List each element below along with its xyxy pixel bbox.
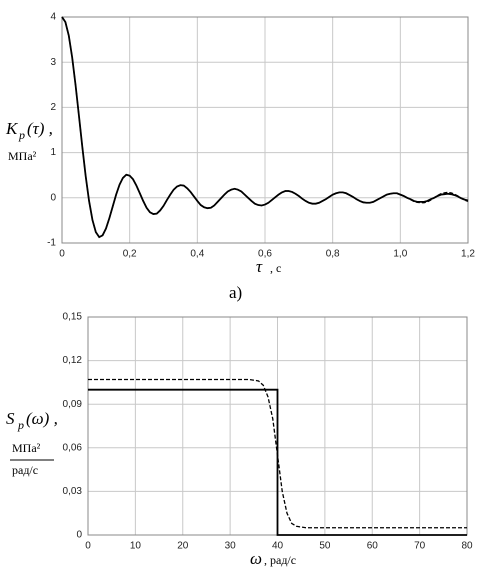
y-label-arg: (ω) , — [26, 409, 58, 428]
x-tick-label: 0 — [85, 541, 91, 552]
x-tick-label: 50 — [319, 541, 331, 552]
series-line — [88, 378, 467, 529]
x-tick-label: 20 — [177, 541, 189, 552]
y-label-sub: p — [18, 128, 25, 142]
x-tick-label: 1,0 — [393, 249, 407, 260]
y-tick-label: 0,15 — [63, 312, 83, 323]
y-tick-label: -1 — [47, 238, 56, 249]
y-tick-label: 0,06 — [63, 442, 83, 453]
x-tick-label: 1,2 — [461, 249, 475, 260]
x-unit: , с — [270, 261, 281, 275]
y-tick-label: 0 — [76, 530, 82, 541]
y-unit-den: рад/с — [12, 463, 38, 477]
x-unit: , рад/с — [264, 553, 296, 567]
series-line — [61, 16, 469, 238]
x-tick-label: 80 — [461, 541, 473, 552]
x-tick-label: 0,6 — [258, 249, 272, 260]
x-tick-label: 70 — [414, 541, 426, 552]
x-tick-label: 0,8 — [326, 249, 340, 260]
x-label: ω — [250, 549, 262, 568]
y-label: S — [6, 409, 15, 428]
x-tick-label: 10 — [130, 541, 142, 552]
caption: а) — [229, 283, 242, 302]
y-tick-label: 4 — [50, 12, 56, 23]
y-tick-label: 2 — [50, 102, 56, 113]
x-tick-label: 40 — [272, 541, 284, 552]
series-line — [88, 388, 467, 536]
y-tick-label: 0,12 — [63, 355, 83, 366]
y-unit-num: МПа² — [12, 441, 41, 455]
y-tick-label: 3 — [50, 57, 56, 68]
x-tick-label: 0,4 — [190, 249, 204, 260]
y-tick-label: 0 — [50, 192, 56, 203]
x-tick-label: 30 — [225, 541, 237, 552]
y-unit: МПа² — [8, 149, 37, 163]
plot-frame — [61, 16, 469, 244]
y-tick-label: 1 — [50, 147, 56, 158]
x-tick-label: 60 — [367, 541, 379, 552]
y-label-sub: p — [17, 418, 24, 432]
y-tick-label: 0,03 — [63, 486, 83, 497]
y-label-arg: (τ) , — [27, 119, 53, 138]
x-label: τ — [256, 257, 263, 276]
y-tick-label: 0,09 — [63, 399, 83, 410]
x-tick-label: 0,2 — [123, 249, 137, 260]
x-tick-label: 0 — [59, 249, 65, 260]
y-label: K — [5, 119, 19, 138]
